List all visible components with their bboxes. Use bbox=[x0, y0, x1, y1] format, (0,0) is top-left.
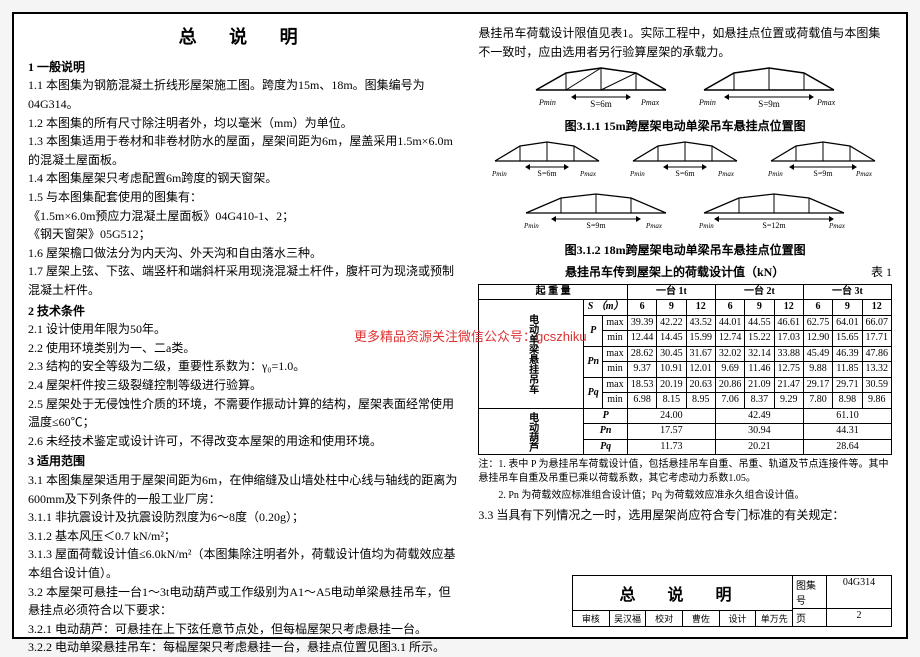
page-label: 页 bbox=[793, 609, 827, 626]
para-3-2-1: 3.2.1 电动葫芦：可悬挂在上下弦任意节点处，但每榀屋架只考虑悬挂一台。 bbox=[28, 620, 462, 639]
svg-text:Pmin: Pmin bbox=[699, 98, 716, 107]
section-1-heading: 1 一般说明 bbox=[28, 58, 462, 77]
svg-text:Pmin: Pmin bbox=[538, 98, 556, 107]
para-1-3: 1.3 本图集适用于卷材和非卷材防水的屋面，屋架间距为6m，屋盖采用1.5m×6… bbox=[28, 132, 462, 169]
para-1-6: 1.6 屋架檐口做法分为内天沟、外天沟和自由落水三种。 bbox=[28, 244, 462, 263]
series-label: 图集号 bbox=[793, 576, 827, 608]
table-note-2: 2. Pn 为荷载效应标准组合设计值；Pq 为荷载效应准永久组合设计值。 bbox=[478, 489, 892, 503]
table-1-title: 悬挂吊车传到屋架上的荷载设计值（kN） 表 1 bbox=[478, 263, 892, 282]
s-label: S=6m bbox=[590, 99, 612, 109]
watermark-text: 更多精品资源关注微信公众号：gcszhiku bbox=[354, 326, 587, 345]
para-3-2-2: 3.2.2 电动单梁悬挂吊车：每榀屋架只考虑悬挂一台，悬挂点位置见图3.1 所示… bbox=[28, 638, 462, 657]
svg-text:Pmax: Pmax bbox=[645, 222, 663, 230]
para-1-5: 1.5 与本图集配套使用的图集有： bbox=[28, 188, 462, 207]
para-3-1-1: 3.1.1 非抗震设计及抗震设防烈度为6～8度（0.20g）； bbox=[28, 508, 462, 527]
para-3-1-2: 3.1.2 基本风压＜0.7 kN/m²； bbox=[28, 527, 462, 546]
truss-icon: S=6m Pmin Pmax bbox=[492, 139, 602, 187]
svg-text:S=9m: S=9m bbox=[814, 169, 834, 178]
table-note-1: 注：1. 表中 P 为悬挂吊车荷载设计值，包括悬挂吊车自重、吊重、轨道及节点连接… bbox=[478, 458, 892, 486]
para-2-5: 2.5 屋架处于无侵蚀性介质的环境，不需要作振动计算的结构，屋架表面经常使用温度… bbox=[28, 395, 462, 432]
fig-3-1-2-caption: 图3.1.2 18m跨屋架电动单梁吊车悬挂点位置图 bbox=[478, 241, 892, 260]
table-number: 表 1 bbox=[871, 263, 892, 282]
figure-3-1-2-row2: S=9m Pmin Pmax S=12m Pmin Pmax bbox=[478, 191, 892, 239]
svg-text:Pmax: Pmax bbox=[828, 222, 846, 230]
para-3-2: 3.2 本屋架可悬挂一台1～3t电动葫芦或工作级别为A1～A5电动单梁悬挂吊车，… bbox=[28, 583, 462, 620]
svg-text:Pmin: Pmin bbox=[768, 170, 783, 178]
para-3-1: 3.1 本图集屋架适用于屋架间距为6m，在伸缩缝及山墙处柱中心线与轴线的距离为6… bbox=[28, 471, 462, 508]
para-1-5b: 《钢天窗架》05G512； bbox=[28, 225, 462, 244]
para-1-7: 1.7 屋架上弦、下弦、端竖杆和端斜杆采用现浇混凝土杆件，腹杆可为现浇或预制混凝… bbox=[28, 262, 462, 299]
svg-text:Pmin: Pmin bbox=[630, 170, 645, 178]
svg-text:Pmin: Pmin bbox=[699, 222, 714, 230]
para-1-4: 1.4 本图集屋架只考虑配置6m跨度的钢天窗架。 bbox=[28, 169, 462, 188]
svg-text:Pmax: Pmax bbox=[579, 170, 597, 178]
para-3-1-3: 3.1.3 屋面荷载设计值≤6.0kN/m²（本图集除注明者外，荷载设计值均为荷… bbox=[28, 545, 462, 582]
svg-text:S=6m: S=6m bbox=[538, 169, 558, 178]
page-title: 总 说 明 bbox=[28, 24, 462, 52]
load-table: 起 重 量一台 1t一台 2t一台 3t电动单梁悬挂吊车S （m）6912691… bbox=[478, 284, 892, 456]
figure-3-1-1: S=6m Pmin Pmax S=9m Pmin Pmax bbox=[478, 65, 892, 115]
svg-text:S=9m: S=9m bbox=[587, 221, 607, 230]
para-1-5a: 《1.5m×6.0m预应力混凝土屋面板》04G410-1、2； bbox=[28, 207, 462, 226]
page-frame: 总 说 明 1 一般说明 1.1 本图集为钢筋混凝土折线形屋架施工图。跨度为15… bbox=[12, 12, 908, 639]
truss-icon: S=9m Pmin Pmax bbox=[521, 191, 671, 239]
series-value: 04G314 bbox=[827, 576, 891, 608]
svg-text:S=12m: S=12m bbox=[763, 221, 787, 230]
svg-text:Pmax: Pmax bbox=[640, 98, 660, 107]
svg-text:Pmin: Pmin bbox=[523, 222, 539, 230]
truss-icon: S=9m Pmin Pmax bbox=[699, 65, 839, 115]
svg-text:Pmax: Pmax bbox=[816, 98, 836, 107]
svg-text:Pmax: Pmax bbox=[717, 170, 735, 178]
svg-text:Pmin: Pmin bbox=[492, 170, 507, 178]
footer-signatures: 审核吴汉福校对曹佐设计单万先 bbox=[573, 610, 792, 626]
para-2-6: 2.6 未经技术鉴定或设计许可，不得改变本屋架的用途和使用环境。 bbox=[28, 432, 462, 451]
section-2-heading: 2 技术条件 bbox=[28, 302, 462, 321]
right-intro: 悬挂吊车荷载设计限值见表1。实际工程中，如悬挂点位置或荷载值与本图集不一致时，应… bbox=[478, 24, 892, 61]
truss-icon: S=12m Pmin Pmax bbox=[699, 191, 849, 239]
svg-text:S=9m: S=9m bbox=[758, 99, 780, 109]
footer-title: 总 说 明 审核吴汉福校对曹佐设计单万先 bbox=[573, 576, 793, 626]
para-2-3: 2.3 结构的安全等级为二级，重要性系数为：γ₀=1.0。 bbox=[28, 357, 462, 376]
figure-3-1-2-row1: S=6m Pmin Pmax S=6m Pmin Pmax bbox=[478, 139, 892, 187]
title-block: 总 说 明 审核吴汉福校对曹佐设计单万先 图集号04G314 页2 bbox=[572, 575, 892, 627]
footer-right-column: 图集号04G314 页2 bbox=[793, 576, 891, 626]
svg-text:Pmax: Pmax bbox=[855, 170, 873, 178]
para-3-3: 3.3 当具有下列情况之一时，选用屋架尚应符合专门标准的有关规定： bbox=[478, 506, 892, 525]
truss-icon: S=9m Pmin Pmax bbox=[768, 139, 878, 187]
table-title-text: 悬挂吊车传到屋架上的荷载设计值（kN） bbox=[565, 265, 784, 279]
page-number: 2 bbox=[827, 609, 891, 626]
truss-icon: S=6m Pmin Pmax bbox=[630, 139, 740, 187]
truss-icon: S=6m Pmin Pmax bbox=[531, 65, 671, 115]
para-1-1: 1.1 本图集为钢筋混凝土折线形屋架施工图。跨度为15m、18m。图集编号为04… bbox=[28, 76, 462, 113]
footer-title-text: 总 说 明 bbox=[573, 576, 792, 610]
section-3-heading: 3 适用范围 bbox=[28, 452, 462, 471]
para-2-4: 2.4 屋架杆件按三级裂缝控制等级进行验算。 bbox=[28, 376, 462, 395]
svg-text:S=6m: S=6m bbox=[676, 169, 696, 178]
fig-3-1-1-caption: 图3.1.1 15m跨屋架电动单梁吊车悬挂点位置图 bbox=[478, 117, 892, 136]
para-1-2: 1.2 本图集的所有尺寸除注明者外，均以毫米（mm）为单位。 bbox=[28, 114, 462, 133]
